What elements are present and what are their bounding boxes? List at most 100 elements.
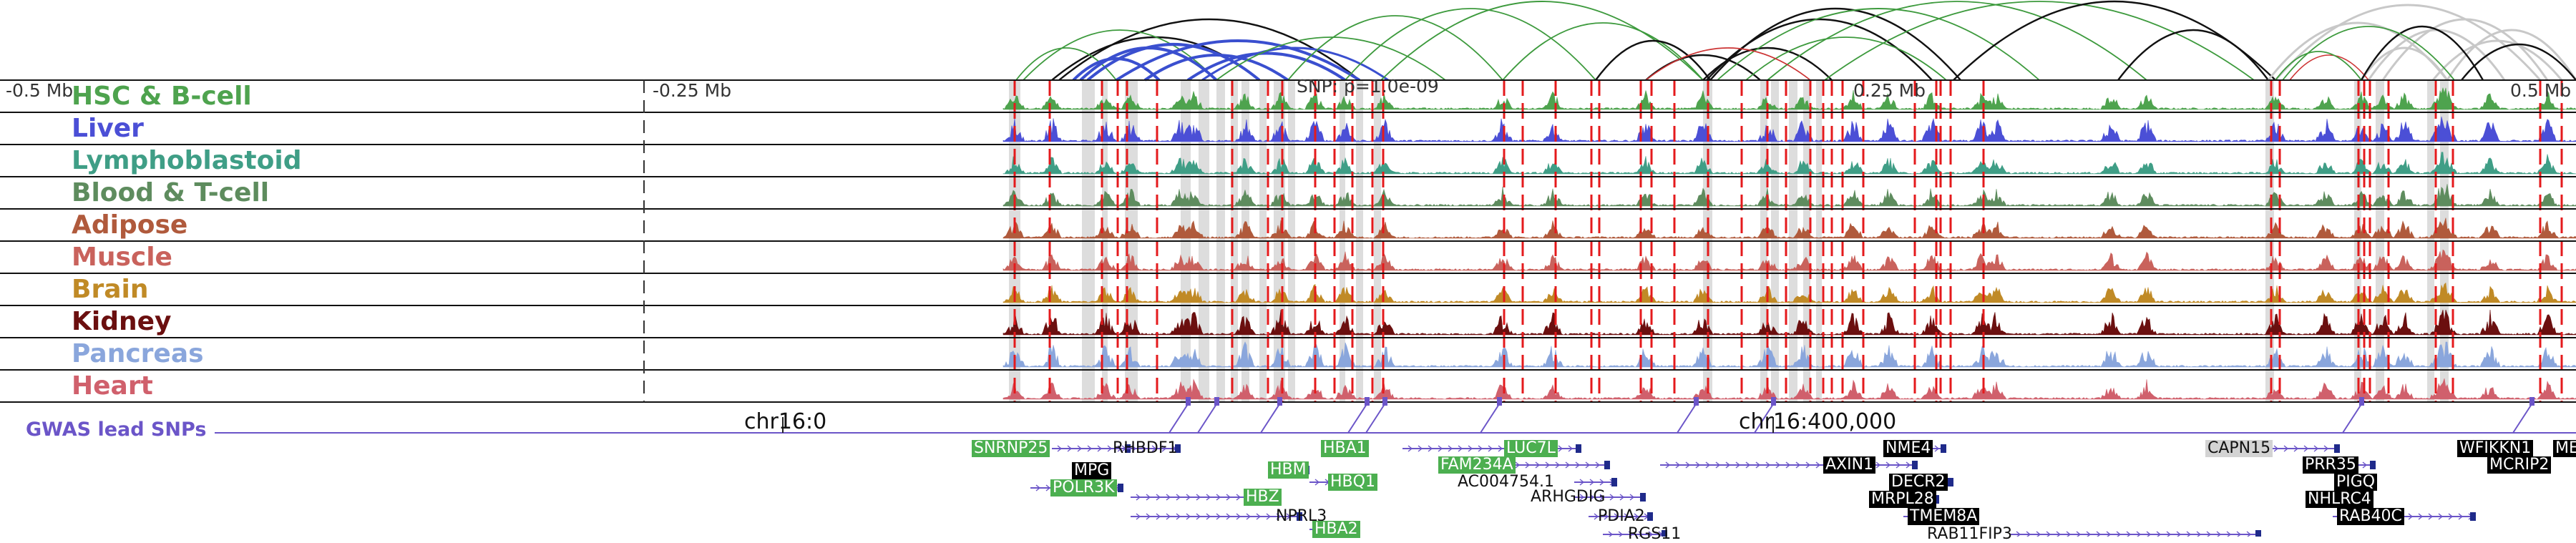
gene-strand-arrow [2303, 445, 2309, 452]
gene-strand-arrow [1146, 494, 1151, 501]
gene-strand-arrow [1107, 445, 1113, 452]
gene-strand-arrow [2428, 513, 2434, 520]
gene-strand-arrow [1589, 479, 1595, 486]
track-7 [1002, 309, 2576, 336]
gene-strand-arrow [1057, 445, 1063, 452]
gene-strand-arrow [1875, 461, 1881, 469]
gene-strand-arrow [1121, 445, 1127, 452]
gene-strand-arrow [1525, 461, 1531, 469]
loop-arc-27 [1645, 47, 1811, 81]
gene-strand-arrow [1131, 445, 1137, 452]
gene-strand-arrow [1595, 461, 1601, 469]
gene-strand-arrow [1166, 513, 1171, 520]
track-signal-9 [1002, 378, 2576, 400]
gene-strand-arrow [1599, 479, 1605, 486]
gene-strand-arrow [1156, 513, 1161, 520]
gene-exon-15 [1662, 530, 1667, 537]
gwas-snp-marker-6 [1694, 397, 1699, 406]
gene-strand-arrow [1629, 494, 1635, 501]
track-signal-1 [1002, 116, 2576, 142]
gwas-connector-9 [2512, 403, 2532, 434]
gene-strand-arrow [1186, 494, 1191, 501]
loop-arc-33 [2431, 39, 2563, 81]
gene-strand-arrow [1176, 513, 1181, 520]
gwas-connector-7 [1754, 403, 1774, 434]
gene-strand-arrow [1589, 494, 1595, 501]
gene-strand-arrow [2418, 513, 2424, 520]
loop-arc-8 [1143, 54, 1289, 82]
gene-strand-arrow [1885, 461, 1891, 469]
gwas-snp-marker-4 [1382, 397, 1387, 406]
gene-exon-24 [2370, 478, 2376, 486]
gene-strand-arrow [1725, 461, 1731, 469]
gene-strand-arrow [1216, 494, 1221, 501]
track-signal-4 [1002, 217, 2576, 239]
gene-strand-arrow [1246, 513, 1252, 520]
loop-arc-39 [2282, 26, 2455, 81]
loop-arc-17 [1702, 47, 1833, 81]
gene-strand-arrow [1141, 445, 1147, 452]
gene-models [1030, 444, 2576, 537]
gene-strand-arrow [1545, 461, 1551, 469]
gene-strand-arrow [2323, 445, 2329, 452]
gene-strand-arrow [1755, 461, 1761, 469]
gwas-snp-marker-5 [1497, 397, 1502, 406]
loop-arc-38 [2275, 51, 2362, 81]
gene-exon-8 [1354, 478, 1360, 486]
loop-arc-32 [2381, 18, 2549, 81]
gene-strand-arrow [1604, 513, 1609, 520]
gene-strand-arrow [1624, 513, 1629, 520]
gene-strand-arrow [1236, 513, 1241, 520]
gwas-snp-marker-8 [2359, 397, 2364, 406]
gwas-connector-5 [1480, 403, 1500, 434]
gwas-snp-marker-0 [1186, 397, 1191, 406]
loop-arc-29 [2274, 4, 2542, 81]
gene-strand-arrow [1934, 445, 1940, 452]
gene-strand-arrow [1087, 445, 1093, 452]
gene-strand-arrow [1136, 513, 1141, 520]
loop-arc-23 [1767, 1, 2147, 81]
gene-exon-6 [1304, 466, 1309, 474]
gene-strand-arrow [1634, 513, 1639, 520]
chromatin-loop-arcs [1015, 0, 2576, 82]
gene-exon-14 [1647, 512, 1653, 521]
gene-strand-arrow [1428, 445, 1433, 452]
gene-strand-arrow [1609, 494, 1615, 501]
track-frame [0, 79, 2576, 403]
gene-exon-28 [2570, 444, 2576, 453]
gene-strand-arrow [1196, 494, 1201, 501]
track-2 [1002, 152, 2576, 175]
loop-arc-37 [2461, 44, 2576, 81]
gene-strand-arrow [1186, 513, 1191, 520]
gene-strand-arrow [1535, 461, 1541, 469]
gene-strand-arrow [1705, 461, 1711, 469]
gene-strand-arrow [2448, 513, 2454, 520]
gene-strand-arrow [1815, 461, 1821, 469]
gene-exon-18 [1948, 478, 1953, 486]
loop-arc-19 [1709, 7, 1961, 81]
gwas-snp-marker-3 [1365, 397, 1370, 406]
gene-strand-arrow [1236, 494, 1241, 501]
gene-strand-arrow [1675, 461, 1681, 469]
gene-exon-21 [2255, 530, 2261, 537]
track-4 [1002, 217, 2576, 239]
gene-strand-arrow [1314, 479, 1320, 486]
gene-strand-arrow [1196, 513, 1201, 520]
gene-exon-13 [1640, 493, 1646, 502]
gene-strand-arrow [1067, 445, 1073, 452]
track-5 [1002, 249, 2576, 271]
gene-strand-arrow [1166, 494, 1171, 501]
gene-strand-arrow [2362, 461, 2368, 469]
gene-strand-arrow [1266, 513, 1272, 520]
track-3 [1002, 184, 2576, 207]
gene-strand-arrow [1136, 494, 1141, 501]
gwas-lead-snps [215, 397, 2576, 434]
gene-exon-23 [2370, 461, 2376, 469]
gene-strand-arrow [1695, 461, 1701, 469]
gene-strand-arrow [1614, 513, 1619, 520]
loop-arc-14 [1380, 1, 1704, 81]
loop-arc-35 [2289, 54, 2369, 81]
loop-arc-30 [2360, 47, 2449, 81]
gene-exon-3 [1118, 484, 1123, 492]
